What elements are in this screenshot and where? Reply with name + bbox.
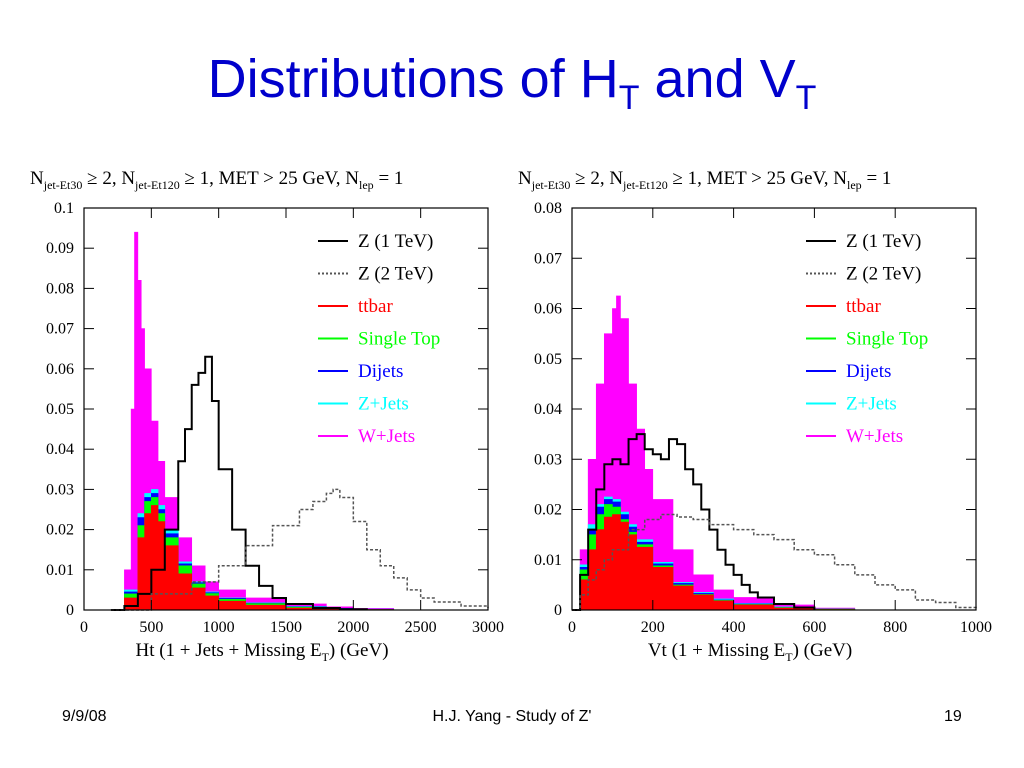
y-tick-label: 0.1 xyxy=(54,200,74,217)
y-tick-label: 0.07 xyxy=(534,250,562,267)
legend-label-z-2-tev: Z (2 TeV) xyxy=(846,264,921,285)
x-axis-label: Vt (1 + Missing ET) (GeV) xyxy=(647,640,853,664)
x-tick-label: 500 xyxy=(139,619,163,636)
legend-label-dijets: Dijets xyxy=(358,361,403,382)
y-tick-label: 0.06 xyxy=(534,301,562,318)
page-title: Distributions of HT and VT xyxy=(207,49,817,117)
y-tick-label: 0.05 xyxy=(534,351,562,368)
x-tick-label: 1500 xyxy=(270,619,302,636)
y-tick-label: 0.04 xyxy=(46,441,74,458)
footer-date: 9/9/08 xyxy=(62,708,107,725)
footer-page-number: 19 xyxy=(944,708,962,725)
x-tick-label: 600 xyxy=(802,619,826,636)
y-tick-label: 0.04 xyxy=(534,401,562,418)
ht-histogram-plot: 0 0.01 0.02 0.03 0.04 0.05 0.06 0.07 0.08 0.09 0.1… xyxy=(46,200,504,636)
x-tick-label: 0 xyxy=(568,619,576,636)
footer-author: H.J. Yang - Study of Z' xyxy=(432,708,592,725)
y-tick-label: 0 xyxy=(66,602,74,619)
legend-label-z-jets: Z+Jets xyxy=(846,394,897,415)
legend-label-ttbar: ttbar xyxy=(358,296,393,317)
legend-label-w-jets: W+Jets xyxy=(358,426,415,447)
x-tick-label: 2000 xyxy=(337,619,369,636)
y-tick-label: 0.05 xyxy=(46,401,74,418)
legend-label-z-jets: Z+Jets xyxy=(358,394,409,415)
selection-cuts-label: Njet-Et30 ≥ 2, Njet-Et120 ≥ 1, MET > 25 … xyxy=(30,168,404,192)
y-tick-label: 0.01 xyxy=(534,552,562,569)
legend-label-z-1-tev: Z (1 TeV) xyxy=(846,231,921,252)
x-tick-label: 3000 xyxy=(472,619,504,636)
legend-label-single-top: Single Top xyxy=(358,329,440,350)
x-axis-label: Ht (1 + Jets + Missing ET) (GeV) xyxy=(135,640,389,664)
legend-label-z-1-tev: Z (1 TeV) xyxy=(358,231,433,252)
x-tick-label: 800 xyxy=(883,619,907,636)
y-tick-label: 0 xyxy=(554,602,562,619)
legend-label-single-top: Single Top xyxy=(846,329,928,350)
y-tick-label: 0.03 xyxy=(534,451,562,468)
legend-label-ttbar: ttbar xyxy=(846,296,881,317)
series-z-1-tev-line xyxy=(572,433,816,611)
y-tick-label: 0.07 xyxy=(46,321,74,338)
y-tick-label: 0.03 xyxy=(46,481,74,498)
y-tick-label: 0.02 xyxy=(534,502,562,519)
x-tick-label: 1000 xyxy=(960,619,992,636)
y-tick-label: 0.08 xyxy=(534,200,562,217)
ht-distribution-chart: Njet-Et30 ≥ 2, Njet-Et120 ≥ 1, MET > 25 … xyxy=(12,160,512,680)
x-tick-label: 2500 xyxy=(405,619,437,636)
series-ttbar-fill xyxy=(110,505,395,611)
y-tick-label: 0.02 xyxy=(46,522,74,539)
y-tick-label: 0.01 xyxy=(46,562,74,579)
selection-cuts-label: Njet-Et30 ≥ 2, Njet-Et120 ≥ 1, MET > 25 … xyxy=(518,168,892,192)
x-tick-label: 400 xyxy=(722,619,746,636)
x-tick-label: 0 xyxy=(80,619,88,636)
y-tick-label: 0.08 xyxy=(46,280,74,297)
legend-label-dijets: Dijets xyxy=(846,361,891,382)
vt-histogram-plot: 0 0.01 0.02 0.03 0.04 0.05 0.06 0.07 0.08 0 200 400… xyxy=(534,200,992,636)
x-tick-label: 1000 xyxy=(203,619,235,636)
series-z-2-tev-line xyxy=(572,513,977,611)
y-tick-label: 0.09 xyxy=(46,240,74,257)
series-z-2-tev-line xyxy=(110,488,489,611)
legend-label-w-jets: W+Jets xyxy=(846,426,903,447)
y-tick-label: 0.06 xyxy=(46,361,74,378)
vt-distribution-chart: Njet-Et30 ≥ 2, Njet-Et120 ≥ 1, MET > 25 … xyxy=(500,160,1000,680)
x-tick-label: 200 xyxy=(641,619,665,636)
series-ttbar-fill xyxy=(572,514,856,611)
legend-label-z-2-tev: Z (2 TeV) xyxy=(358,264,433,285)
